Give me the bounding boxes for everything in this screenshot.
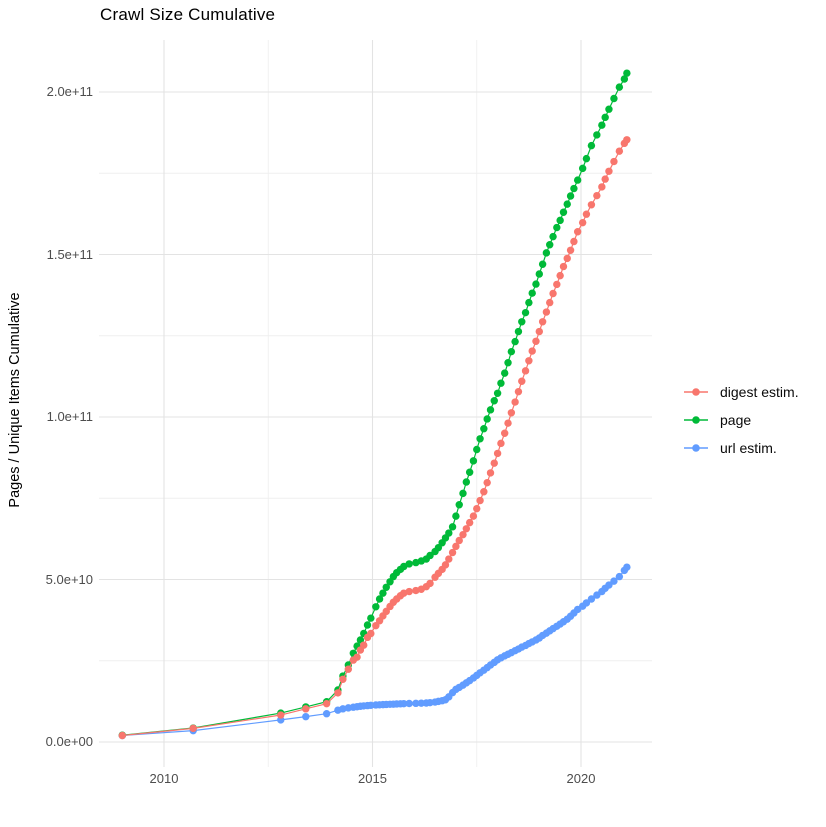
legend-label: digest estim.	[720, 384, 799, 400]
legend-marker-url-icon	[684, 444, 708, 452]
legend-label: url estim.	[720, 440, 777, 456]
y-tick-label: 1.0e+11	[46, 409, 93, 424]
legend-item-digest-estim: digest estim.	[684, 381, 799, 403]
series-url-estim	[118, 563, 631, 740]
series-page	[118, 69, 631, 739]
x-tick-label: 2010	[149, 771, 179, 786]
legend: digest estim. page url estim.	[684, 381, 799, 465]
y-tick-label: 2.0e+11	[46, 84, 93, 99]
legend-marker-page-icon	[684, 416, 708, 424]
legend-item-url-estim: url estim.	[684, 437, 799, 459]
legend-label: page	[720, 412, 752, 428]
legend-item-page: page	[684, 409, 799, 431]
y-tick-label: 0.0e+00	[45, 734, 93, 749]
x-tick-label: 2020	[566, 771, 596, 786]
gridlines-major	[99, 40, 652, 767]
x-tick-label: 2015	[358, 771, 387, 786]
y-tick-label: 5.0e+10	[45, 571, 93, 587]
chart-title: Crawl Size Cumulative	[100, 5, 276, 24]
gridlines-minor	[99, 40, 652, 767]
y-tick-label: 1.5e+11	[46, 246, 93, 262]
legend-marker-digest-icon	[684, 388, 708, 396]
y-axis-title: Pages / Unique Items Cumulative	[7, 292, 23, 508]
series-digest-estim	[118, 136, 631, 740]
